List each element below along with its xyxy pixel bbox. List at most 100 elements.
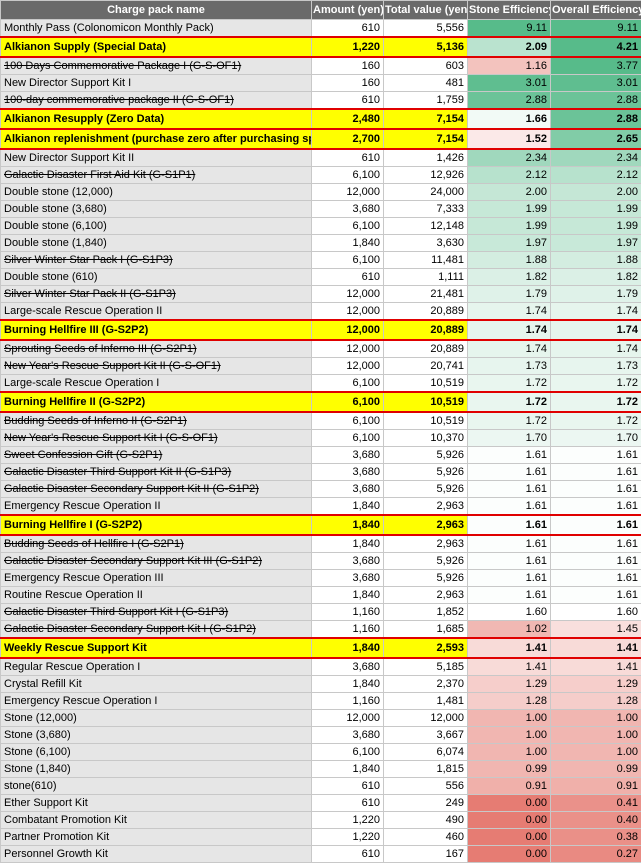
total-value-cell: 5,926 bbox=[384, 553, 468, 570]
overall-efficiency-cell: 1.28 bbox=[551, 693, 641, 710]
table-row: New Year's Rescue Support Kit I (G-S-OF1… bbox=[1, 430, 641, 447]
total-value-cell: 490 bbox=[384, 812, 468, 829]
stone-efficiency-cell: 1.28 bbox=[468, 693, 551, 710]
overall-efficiency-cell: 1.70 bbox=[551, 430, 641, 447]
overall-efficiency-cell: 9.11 bbox=[551, 20, 641, 38]
header-cell: Stone Efficiency bbox=[468, 1, 551, 20]
pack-name-cell: Galactic Disaster Secondary Support Kit … bbox=[1, 621, 312, 639]
amount-cell: 3,680 bbox=[312, 570, 384, 587]
stone-efficiency-cell: 1.61 bbox=[468, 587, 551, 604]
table-row: Galactic Disaster Secondary Support Kit … bbox=[1, 553, 641, 570]
overall-efficiency-cell: 1.61 bbox=[551, 498, 641, 516]
amount-cell: 3,680 bbox=[312, 201, 384, 218]
pack-name-cell: Ether Support Kit bbox=[1, 795, 312, 812]
stone-efficiency-cell: 1.82 bbox=[468, 269, 551, 286]
overall-efficiency-cell: 2.88 bbox=[551, 109, 641, 129]
stone-efficiency-cell: 1.61 bbox=[468, 464, 551, 481]
amount-cell: 12,000 bbox=[312, 184, 384, 201]
amount-cell: 2,480 bbox=[312, 109, 384, 129]
total-value-cell: 481 bbox=[384, 75, 468, 92]
stone-efficiency-cell: 1.61 bbox=[468, 498, 551, 516]
table-row: Alkianon replenishment (purchase zero af… bbox=[1, 129, 641, 149]
pack-name-cell: New Year's Rescue Support Kit II (G-S-OF… bbox=[1, 358, 312, 375]
pack-name-cell: Regular Rescue Operation I bbox=[1, 658, 312, 676]
pack-name-cell: Monthly Pass (Colonomicon Monthly Pack) bbox=[1, 20, 312, 38]
pack-name-cell: Stone (6,100) bbox=[1, 744, 312, 761]
overall-efficiency-cell: 1.61 bbox=[551, 587, 641, 604]
total-value-cell: 2,963 bbox=[384, 498, 468, 516]
stone-efficiency-cell: 1.74 bbox=[468, 303, 551, 321]
stone-efficiency-cell: 1.74 bbox=[468, 320, 551, 340]
stone-efficiency-cell: 1.00 bbox=[468, 710, 551, 727]
amount-cell: 610 bbox=[312, 778, 384, 795]
overall-efficiency-cell: 1.61 bbox=[551, 515, 641, 535]
total-value-cell: 5,185 bbox=[384, 658, 468, 676]
amount-cell: 1,840 bbox=[312, 515, 384, 535]
pack-name-cell: Double stone (12,000) bbox=[1, 184, 312, 201]
overall-efficiency-cell: 1.74 bbox=[551, 303, 641, 321]
amount-cell: 6,100 bbox=[312, 252, 384, 269]
pack-name-cell: Galactic Disaster Secondary Support Kit … bbox=[1, 553, 312, 570]
table-row: Galactic Disaster Secondary Support Kit … bbox=[1, 621, 641, 639]
amount-cell: 12,000 bbox=[312, 710, 384, 727]
amount-cell: 1,160 bbox=[312, 621, 384, 639]
header-cell: Amount (yen) bbox=[312, 1, 384, 20]
stone-efficiency-cell: 1.70 bbox=[468, 430, 551, 447]
total-value-cell: 5,556 bbox=[384, 20, 468, 38]
total-value-cell: 556 bbox=[384, 778, 468, 795]
table-row: New Year's Rescue Support Kit II (G-S-OF… bbox=[1, 358, 641, 375]
overall-efficiency-cell: 1.41 bbox=[551, 638, 641, 658]
overall-efficiency-cell: 2.34 bbox=[551, 149, 641, 167]
amount-cell: 6,100 bbox=[312, 218, 384, 235]
total-value-cell: 5,926 bbox=[384, 570, 468, 587]
amount-cell: 1,160 bbox=[312, 604, 384, 621]
amount-cell: 3,680 bbox=[312, 481, 384, 498]
pack-name-cell: Burning Hellfire II (G-S2P2) bbox=[1, 392, 312, 412]
overall-efficiency-cell: 1.41 bbox=[551, 658, 641, 676]
total-value-cell: 1,759 bbox=[384, 92, 468, 110]
stone-efficiency-cell: 9.11 bbox=[468, 20, 551, 38]
table-row: Galactic Disaster First Aid Kit (G-S1P1)… bbox=[1, 167, 641, 184]
stone-efficiency-cell: 1.61 bbox=[468, 515, 551, 535]
total-value-cell: 2,370 bbox=[384, 676, 468, 693]
pack-name-cell: Galactic Disaster Secondary Support Kit … bbox=[1, 481, 312, 498]
amount-cell: 6,100 bbox=[312, 430, 384, 447]
pack-name-cell: stone(610) bbox=[1, 778, 312, 795]
amount-cell: 1,220 bbox=[312, 37, 384, 57]
total-value-cell: 12,926 bbox=[384, 167, 468, 184]
amount-cell: 610 bbox=[312, 269, 384, 286]
table-row: Galactic Disaster Third Support Kit I (G… bbox=[1, 604, 641, 621]
stone-efficiency-cell: 1.61 bbox=[468, 447, 551, 464]
overall-efficiency-cell: 1.82 bbox=[551, 269, 641, 286]
stone-efficiency-cell: 2.00 bbox=[468, 184, 551, 201]
total-value-cell: 1,481 bbox=[384, 693, 468, 710]
pack-name-cell: Emergency Rescue Operation III bbox=[1, 570, 312, 587]
pack-name-cell: Partner Promotion Kit bbox=[1, 829, 312, 846]
total-value-cell: 3,667 bbox=[384, 727, 468, 744]
total-value-cell: 21,481 bbox=[384, 286, 468, 303]
amount-cell: 1,220 bbox=[312, 829, 384, 846]
total-value-cell: 7,154 bbox=[384, 129, 468, 149]
stone-efficiency-cell: 1.99 bbox=[468, 218, 551, 235]
stone-efficiency-cell: 1.66 bbox=[468, 109, 551, 129]
overall-efficiency-cell: 1.79 bbox=[551, 286, 641, 303]
stone-efficiency-cell: 2.12 bbox=[468, 167, 551, 184]
pack-name-cell: Galactic Disaster Third Support Kit I (G… bbox=[1, 604, 312, 621]
stone-efficiency-cell: 1.79 bbox=[468, 286, 551, 303]
header-cell: Overall Efficiency bbox=[551, 1, 641, 20]
table-row: Galactic Disaster Third Support Kit II (… bbox=[1, 464, 641, 481]
total-value-cell: 2,593 bbox=[384, 638, 468, 658]
